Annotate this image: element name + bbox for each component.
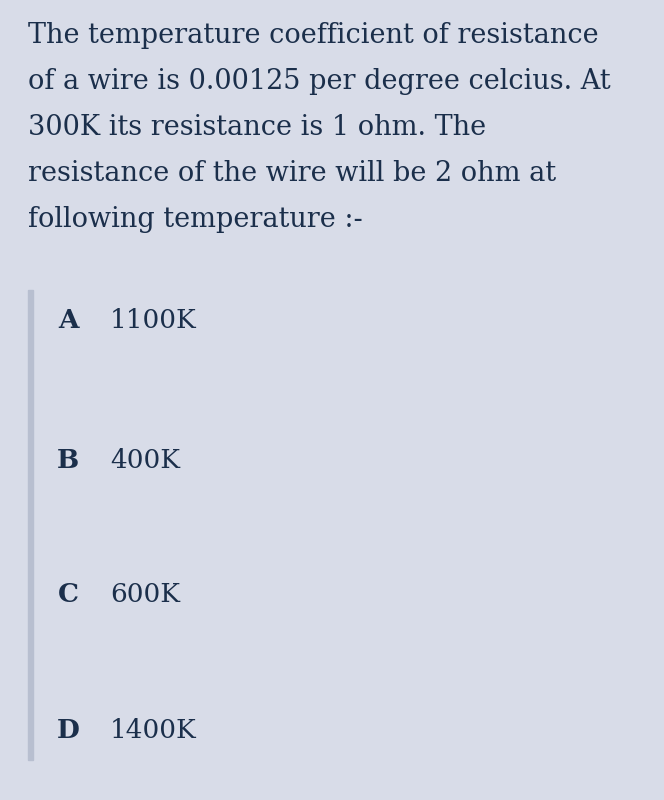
Text: 1400K: 1400K (110, 718, 197, 742)
Bar (28, 290, 33, 760)
Text: The temperature coefficient of resistance: The temperature coefficient of resistanc… (28, 22, 599, 49)
Text: following temperature :-: following temperature :- (28, 206, 363, 233)
Text: 300K its resistance is 1 ohm. The: 300K its resistance is 1 ohm. The (28, 114, 486, 141)
Text: D: D (56, 718, 80, 742)
Text: C: C (58, 582, 78, 607)
Text: 400K: 400K (110, 447, 180, 473)
Text: 600K: 600K (110, 582, 180, 607)
Text: A: A (58, 307, 78, 333)
Text: resistance of the wire will be 2 ohm at: resistance of the wire will be 2 ohm at (28, 160, 556, 187)
Text: B: B (57, 447, 79, 473)
Text: of a wire is 0.00125 per degree celcius. At: of a wire is 0.00125 per degree celcius.… (28, 68, 611, 95)
Text: 1100K: 1100K (110, 307, 197, 333)
